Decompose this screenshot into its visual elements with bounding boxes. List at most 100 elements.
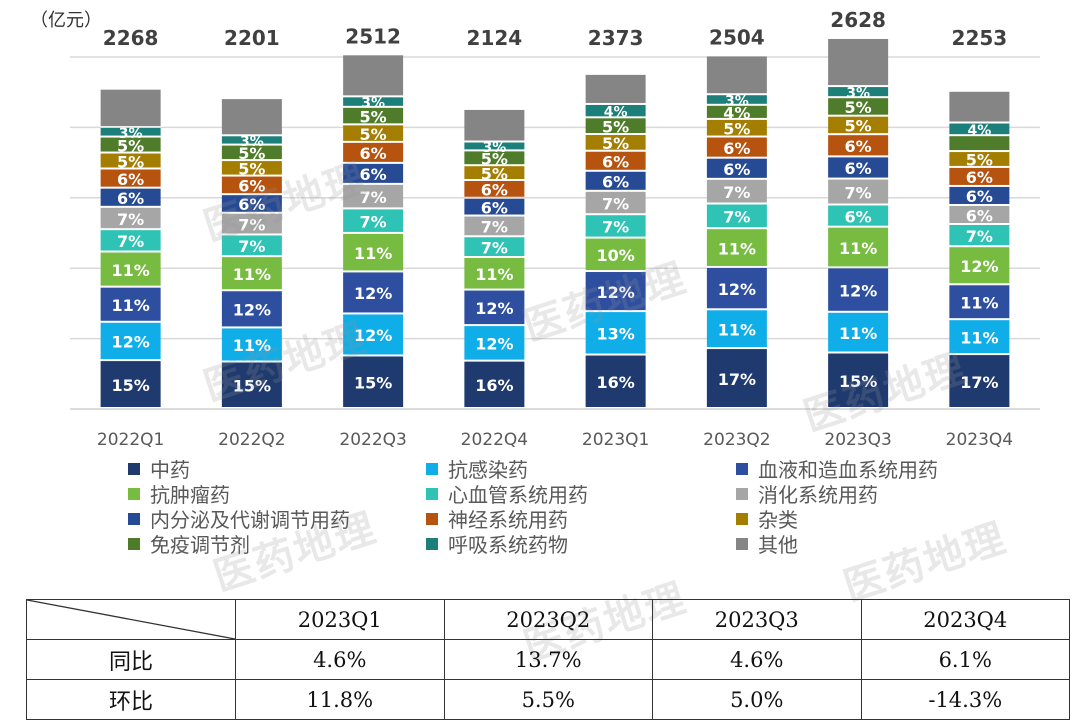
legend-label: 神经系统用药 bbox=[448, 508, 568, 532]
x-tick-label: 2023Q3 bbox=[824, 430, 891, 450]
segment-label: 11% bbox=[718, 320, 756, 339]
legend-item: 中药 bbox=[128, 456, 190, 482]
segment-label: 6% bbox=[117, 189, 144, 208]
legend-item: 消化系统用药 bbox=[736, 481, 878, 507]
bar-segment bbox=[343, 55, 404, 96]
total-label: 2373 bbox=[588, 26, 644, 50]
segment-label: 16% bbox=[475, 376, 513, 395]
segment-label: 7% bbox=[723, 208, 750, 227]
bar-segment bbox=[221, 235, 282, 256]
segment-label: 11% bbox=[111, 296, 149, 315]
bar-segment bbox=[221, 291, 282, 327]
bar-segment bbox=[706, 310, 767, 348]
bar-segment bbox=[464, 142, 525, 150]
bar-segment bbox=[585, 312, 646, 354]
table-cell: 5.0% bbox=[652, 679, 862, 720]
legend-swatch bbox=[426, 462, 438, 475]
legend-item: 杂类 bbox=[736, 506, 798, 532]
segment-label: 6% bbox=[966, 206, 993, 225]
segment-label: 6% bbox=[602, 153, 629, 172]
bars: 15%12%11%11%7%7%6%6%5%5%3%15%11%12%11%7%… bbox=[100, 38, 1010, 407]
legend-swatch bbox=[736, 487, 748, 500]
bar-segment bbox=[221, 213, 282, 234]
segment-label: 3% bbox=[361, 96, 385, 112]
bar-segment bbox=[585, 191, 646, 214]
legend-swatch bbox=[736, 537, 748, 550]
segment-label: 13% bbox=[596, 325, 634, 344]
bar-segment bbox=[343, 184, 404, 208]
bar-segment bbox=[828, 38, 889, 86]
segment-label: 4% bbox=[967, 123, 991, 139]
total-label: 2628 bbox=[830, 8, 886, 32]
segment-label: 6% bbox=[845, 207, 872, 226]
legend-swatch bbox=[128, 512, 140, 525]
legend-label: 呼吸系统药物 bbox=[448, 533, 568, 557]
column-header: 2023Q1 bbox=[235, 599, 445, 640]
x-tick-label: 2022Q2 bbox=[218, 430, 285, 450]
bar-stack-2023Q1: 16%13%12%10%7%7%6%6%5%5%4% bbox=[585, 74, 646, 407]
bar-stack-2022Q4: 16%12%12%11%7%7%6%6%5%5%3% bbox=[464, 109, 525, 407]
segment-label: 15% bbox=[111, 376, 149, 395]
bar-segment bbox=[221, 136, 282, 144]
bar-segment bbox=[828, 312, 889, 352]
segment-label: 7% bbox=[117, 210, 144, 229]
segment-label: 7% bbox=[238, 215, 265, 234]
bar-segment bbox=[949, 186, 1010, 204]
bar-stack-2022Q2: 15%11%12%11%7%7%6%6%5%5%3% bbox=[221, 99, 282, 407]
bar-segment bbox=[949, 205, 1010, 224]
bar-stack-2022Q3: 15%12%12%11%7%7%6%6%5%5%3% bbox=[343, 55, 404, 407]
legend-item: 呼吸系统药物 bbox=[426, 531, 568, 557]
bar-segment bbox=[706, 229, 767, 266]
segment-label: 4% bbox=[723, 104, 750, 123]
column-header: 2023Q4 bbox=[860, 599, 1070, 640]
bar-segment bbox=[100, 287, 161, 321]
bar-segment bbox=[464, 326, 525, 360]
segment-label: 7% bbox=[238, 237, 265, 256]
segment-label: 11% bbox=[839, 324, 877, 343]
segment-label: 6% bbox=[481, 181, 508, 200]
bar-segment bbox=[100, 207, 161, 229]
segment-label: 3% bbox=[846, 86, 870, 102]
bar-segment bbox=[464, 361, 525, 407]
segment-label: 7% bbox=[481, 238, 508, 257]
segment-label: 12% bbox=[475, 335, 513, 354]
bar-segment bbox=[100, 127, 161, 136]
bar-stack-2023Q3: 15%11%12%11%6%7%6%6%5%5%3% bbox=[828, 38, 889, 407]
bar-segment bbox=[100, 137, 161, 152]
bar-segment bbox=[706, 179, 767, 203]
bar-segment bbox=[100, 252, 161, 286]
chart-legend: 中药 抗感染药 血液和造血系统用药 抗肿瘤药 心血管系统用药 消化系统用药 内分泌及代谢调节… bbox=[128, 456, 1008, 560]
bar-stack-2023Q4: 17%11%11%12%7%6%6%6%5%4% bbox=[949, 91, 1010, 407]
segment-label: 6% bbox=[117, 170, 144, 189]
segment-label: 12% bbox=[111, 333, 149, 352]
table-cell: 4.6% bbox=[235, 639, 445, 680]
total-label: 2268 bbox=[103, 26, 159, 50]
segment-label: 6% bbox=[723, 139, 750, 158]
bar-segment bbox=[949, 247, 1010, 284]
segment-label: 11% bbox=[111, 261, 149, 280]
bar-segment bbox=[828, 87, 889, 97]
bar-segment bbox=[585, 272, 646, 311]
segment-label: 5% bbox=[360, 125, 387, 144]
segment-label: 12% bbox=[718, 280, 756, 299]
legend-swatch bbox=[128, 487, 140, 500]
legend-swatch bbox=[128, 537, 140, 550]
legend-label: 其他 bbox=[758, 533, 798, 557]
legend-label: 抗感染药 bbox=[448, 458, 528, 482]
segment-label: 7% bbox=[602, 194, 629, 213]
table-header-row: 2023Q1 2023Q2 2023Q3 2023Q4 bbox=[26, 599, 1070, 640]
segment-label: 11% bbox=[233, 336, 271, 355]
segment-label: 12% bbox=[233, 301, 271, 320]
bar-segment bbox=[949, 167, 1010, 185]
bar-segment bbox=[706, 204, 767, 228]
table-cell: 11.8% bbox=[235, 679, 445, 720]
segment-label: 5% bbox=[481, 164, 508, 183]
legend-item: 血液和造血系统用药 bbox=[736, 456, 938, 482]
segment-label: 6% bbox=[238, 195, 265, 214]
legend-label: 中药 bbox=[150, 458, 190, 482]
bar-segment bbox=[585, 215, 646, 237]
legend-label: 心血管系统用药 bbox=[448, 483, 588, 507]
segment-label: 12% bbox=[475, 299, 513, 318]
bar-segment bbox=[464, 166, 525, 180]
x-tick-label: 2023Q4 bbox=[946, 430, 1013, 450]
